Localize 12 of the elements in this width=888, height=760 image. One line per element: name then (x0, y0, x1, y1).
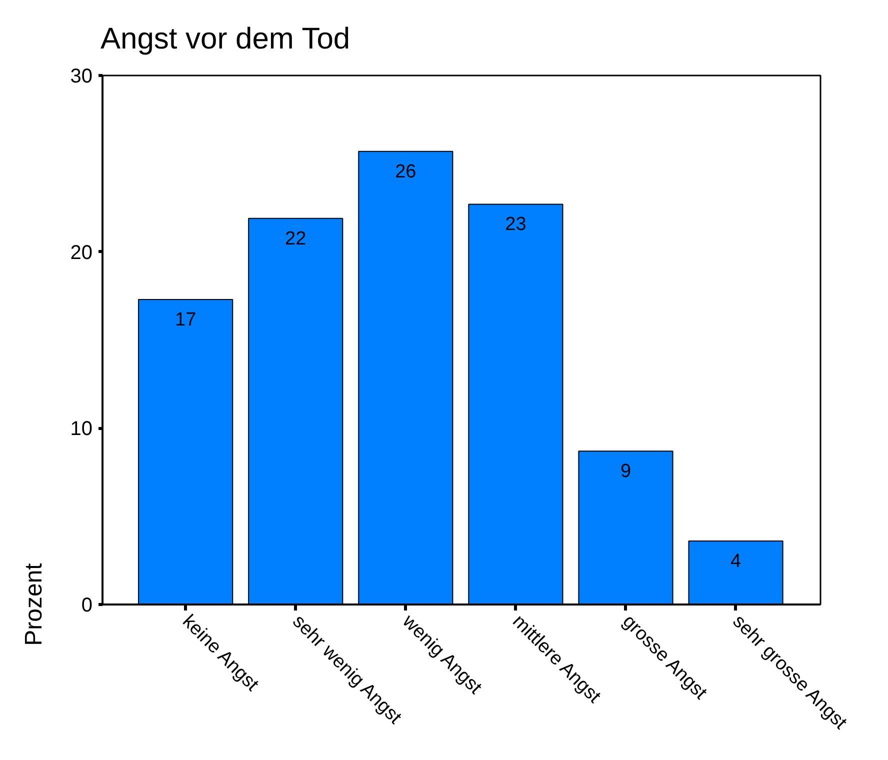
data-label: 9 (620, 461, 632, 482)
chart-title: Angst vor dem Tod (100, 22, 350, 56)
y-tick-label: 20 (70, 242, 93, 264)
data-label: 26 (395, 161, 416, 182)
y-tick-label: 10 (70, 418, 93, 440)
y-axis-title: Prozent (20, 562, 48, 646)
y-tick-label: 0 (81, 594, 92, 616)
data-label: 23 (505, 214, 526, 236)
data-label: 22 (285, 228, 306, 250)
data-label: 4 (730, 551, 742, 572)
data-label: 17 (175, 309, 196, 330)
y-tick-label: 30 (70, 66, 93, 88)
